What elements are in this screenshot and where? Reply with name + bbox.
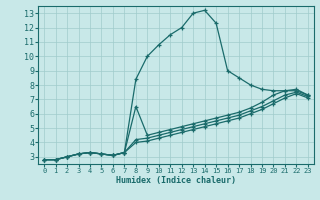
X-axis label: Humidex (Indice chaleur): Humidex (Indice chaleur) [116,176,236,185]
